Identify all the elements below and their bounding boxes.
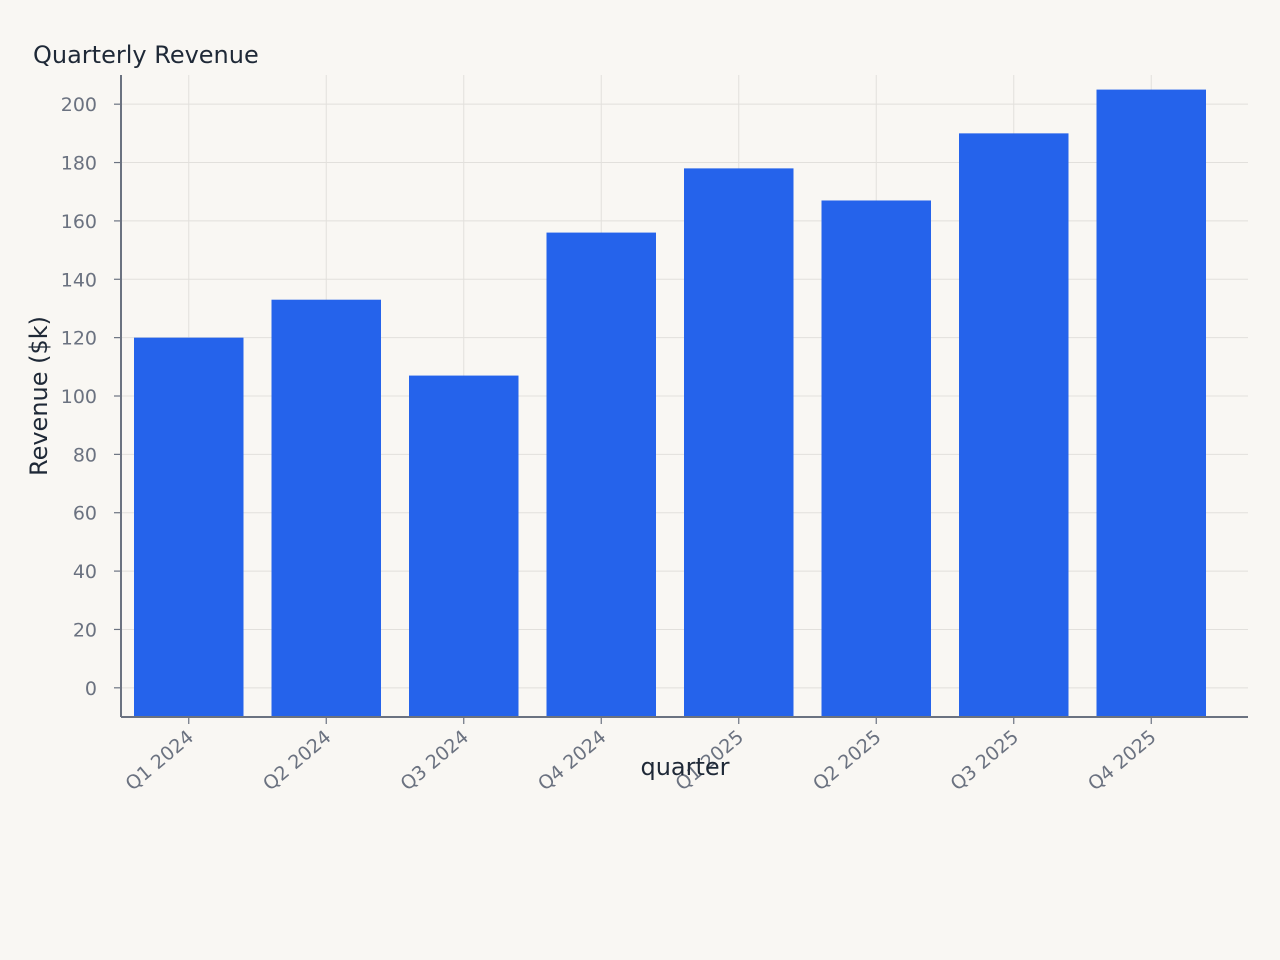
y-tick-label: 100 <box>61 386 97 408</box>
y-tick-label: 20 <box>73 619 97 641</box>
y-axis-label: Revenue ($k) <box>25 316 53 476</box>
x-tick-label: Q4 2025 <box>1084 726 1161 795</box>
y-tick-label: 200 <box>61 94 97 116</box>
x-tick-label: Q3 2024 <box>396 726 473 795</box>
bar <box>409 375 519 717</box>
x-tick-label: Q4 2024 <box>534 726 611 795</box>
x-tick-label: Q2 2025 <box>809 726 886 795</box>
x-tick-label: Q2 2024 <box>259 726 336 795</box>
y-tick-label: 180 <box>61 153 97 175</box>
y-tick-label: 0 <box>85 678 97 700</box>
bar <box>271 299 381 717</box>
bar <box>684 168 794 717</box>
x-tick-label: Q1 2024 <box>121 726 198 795</box>
bar <box>821 200 931 717</box>
x-tick-label: Q3 2025 <box>946 726 1023 795</box>
y-tick-label: 140 <box>61 269 97 291</box>
bars <box>134 89 1206 717</box>
x-axis-label: quarter <box>640 753 729 781</box>
y-tick-label: 40 <box>73 561 97 583</box>
y-tick-label: 60 <box>73 503 97 525</box>
bar <box>134 337 244 717</box>
chart-title: Quarterly Revenue <box>33 41 259 69</box>
y-tick-label: 80 <box>73 444 97 466</box>
y-tick-label: 120 <box>61 328 97 350</box>
axes <box>114 75 1248 724</box>
bar <box>546 232 656 717</box>
bar <box>1096 89 1206 717</box>
y-tick-label: 160 <box>61 211 97 233</box>
bar <box>959 133 1069 717</box>
